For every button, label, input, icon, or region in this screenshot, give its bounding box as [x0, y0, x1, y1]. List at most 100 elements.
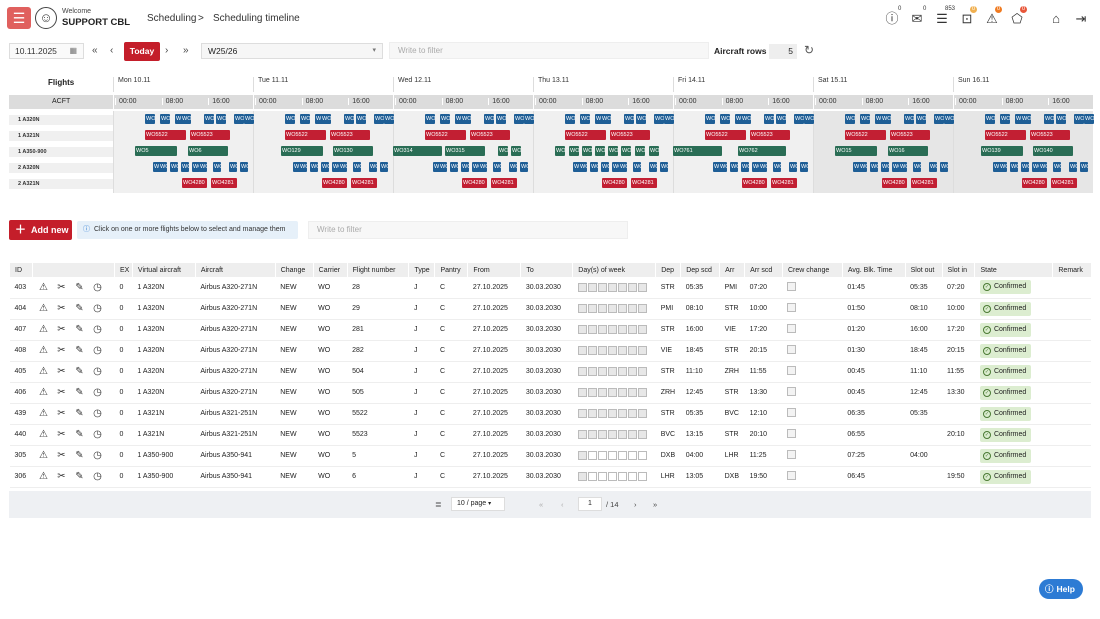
- weekday-checkbox[interactable]: [587, 367, 597, 376]
- table-row[interactable]: 407 ⚠ ✂ ✎ ◷ 0 1 A320N Airbus A320-271N NEW …: [9, 319, 1091, 341]
- edit-icon[interactable]: ✎: [75, 450, 84, 461]
- column-header[interactable]: Avg. Blk. Time: [841, 263, 906, 277]
- flight-block[interactable]: WO4280: [602, 178, 627, 188]
- flight-block[interactable]: WO4280: [182, 178, 207, 188]
- flight-block[interactable]: WO: [520, 162, 528, 172]
- flight-block[interactable]: WO: [484, 114, 494, 124]
- flight-block[interactable]: WO: [1010, 162, 1018, 172]
- flight-block[interactable]: WO: [1032, 162, 1040, 172]
- flight-block[interactable]: WO: [654, 114, 664, 124]
- flight-block[interactable]: WO: [1084, 114, 1094, 124]
- flight-block[interactable]: WO: [1000, 114, 1010, 124]
- weekday-checkbox[interactable]: [637, 388, 647, 397]
- flight-block[interactable]: WO: [916, 114, 926, 124]
- flight-block[interactable]: WO: [649, 146, 659, 156]
- flight-block[interactable]: WO: [875, 114, 885, 124]
- table-row[interactable]: 406 ⚠ ✂ ✎ ◷ 0 1 A320N Airbus A320-271N NEW …: [9, 382, 1091, 404]
- flight-block[interactable]: WO5523: [610, 130, 650, 140]
- flight-block[interactable]: WO4281: [1051, 178, 1077, 188]
- table-row[interactable]: 408 ⚠ ✂ ✎ ◷ 0 1 A320N Airbus A320-271N NEW …: [9, 340, 1091, 362]
- weekday-checkbox[interactable]: [637, 346, 647, 355]
- flight-block[interactable]: WO: [524, 114, 534, 124]
- weekday-checkbox[interactable]: [587, 472, 597, 481]
- weekday-checkbox[interactable]: [607, 325, 617, 334]
- weekday-checkbox[interactable]: [577, 304, 587, 313]
- column-header[interactable]: Carrier: [312, 263, 348, 277]
- flight-block[interactable]: WO: [881, 162, 889, 172]
- warning-icon[interactable]: ⚠: [38, 345, 48, 356]
- flight-block[interactable]: WO: [455, 114, 465, 124]
- weekday-checkbox[interactable]: [577, 282, 587, 292]
- flight-block[interactable]: WO140: [1033, 146, 1073, 156]
- flight-block[interactable]: WO: [1044, 114, 1054, 124]
- crew-change-checkbox[interactable]: [787, 408, 797, 417]
- flight-block[interactable]: WO5523: [190, 130, 230, 140]
- flight-block[interactable]: WO5523: [750, 130, 790, 140]
- flight-block[interactable]: WO130: [333, 146, 373, 156]
- flight-block[interactable]: WO16: [888, 146, 928, 156]
- flight-block[interactable]: WO: [633, 162, 641, 172]
- crew-change-checkbox[interactable]: [787, 281, 797, 291]
- flight-block[interactable]: WO: [913, 162, 921, 172]
- tools-icon[interactable]: ✂: [57, 281, 66, 293]
- warning-icon[interactable]: ⚠: [38, 408, 48, 419]
- flight-block[interactable]: WO: [735, 114, 745, 124]
- add-new-button[interactable]: ＋ Add new: [9, 220, 72, 240]
- flight-block[interactable]: WO: [285, 114, 295, 124]
- table-row[interactable]: 405 ⚠ ✂ ✎ ◷ 0 1 A320N Airbus A320-271N NEW …: [9, 361, 1091, 383]
- crew-change-checkbox[interactable]: [787, 366, 797, 375]
- last-week-button[interactable]: »: [183, 45, 189, 56]
- flight-block[interactable]: WO5523: [330, 130, 370, 140]
- home-icon[interactable]: ⌂: [1052, 11, 1060, 26]
- edit-icon[interactable]: ✎: [75, 281, 84, 293]
- weekday-checkbox[interactable]: [637, 367, 647, 376]
- flight-block[interactable]: WO: [321, 114, 331, 124]
- weekday-checkbox[interactable]: [627, 430, 637, 439]
- flight-block[interactable]: WO: [1039, 162, 1047, 172]
- tools-icon[interactable]: ✂: [57, 387, 66, 398]
- tools-icon[interactable]: ✂: [57, 366, 66, 377]
- edit-icon[interactable]: ✎: [75, 324, 84, 335]
- weekday-checkbox[interactable]: [627, 451, 637, 460]
- weekday-checkbox[interactable]: [597, 451, 607, 460]
- weekday-checkbox[interactable]: [617, 346, 627, 355]
- aircraft-rows-input[interactable]: 5: [769, 44, 797, 59]
- flight-block[interactable]: WO: [590, 162, 598, 172]
- flight-block[interactable]: WO5522: [705, 130, 746, 140]
- history-icon[interactable]: ◷: [93, 408, 102, 419]
- flight-block[interactable]: WO: [773, 162, 781, 172]
- flight-block[interactable]: WO5523: [890, 130, 930, 140]
- flight-block[interactable]: WO: [999, 162, 1007, 172]
- warning-icon[interactable]: ⚠: [986, 11, 998, 26]
- mail-icon[interactable]: ✉: [911, 11, 923, 26]
- flight-block[interactable]: WO: [1056, 114, 1066, 124]
- season-select[interactable]: W25/26 ▾: [201, 43, 383, 59]
- weekday-checkbox[interactable]: [617, 282, 627, 292]
- flight-block[interactable]: WO: [511, 146, 521, 156]
- weekday-checkbox[interactable]: [597, 346, 607, 355]
- flight-block[interactable]: WO: [660, 162, 668, 172]
- alert-circle-icon[interactable]: ⓘ: [885, 11, 899, 26]
- weekday-checkbox[interactable]: [607, 430, 617, 439]
- edit-icon[interactable]: ✎: [75, 366, 84, 377]
- flight-block[interactable]: WO5523: [1030, 130, 1070, 140]
- tools-icon[interactable]: ✂: [57, 324, 66, 335]
- flight-block[interactable]: WO: [229, 162, 237, 172]
- flight-block[interactable]: WO: [741, 162, 749, 172]
- flight-block[interactable]: WO: [759, 162, 767, 172]
- history-icon[interactable]: ◷: [93, 366, 102, 377]
- weekday-checkbox[interactable]: [607, 346, 617, 355]
- flight-block[interactable]: WO: [719, 162, 727, 172]
- flight-block[interactable]: WO5522: [285, 130, 326, 140]
- refresh-icon[interactable]: ↻: [804, 43, 815, 57]
- flight-block[interactable]: WO5522: [145, 130, 186, 140]
- flight-block[interactable]: WO: [580, 114, 590, 124]
- flight-block[interactable]: WO: [624, 114, 634, 124]
- weekday-checkbox[interactable]: [627, 388, 637, 397]
- column-header[interactable]: Dep: [655, 263, 681, 277]
- flight-block[interactable]: WO: [804, 114, 814, 124]
- weekday-checkbox[interactable]: [607, 367, 617, 376]
- history-icon[interactable]: ◷: [93, 450, 102, 461]
- flight-block[interactable]: WO15: [835, 146, 877, 156]
- flight-block[interactable]: WO6: [188, 146, 228, 156]
